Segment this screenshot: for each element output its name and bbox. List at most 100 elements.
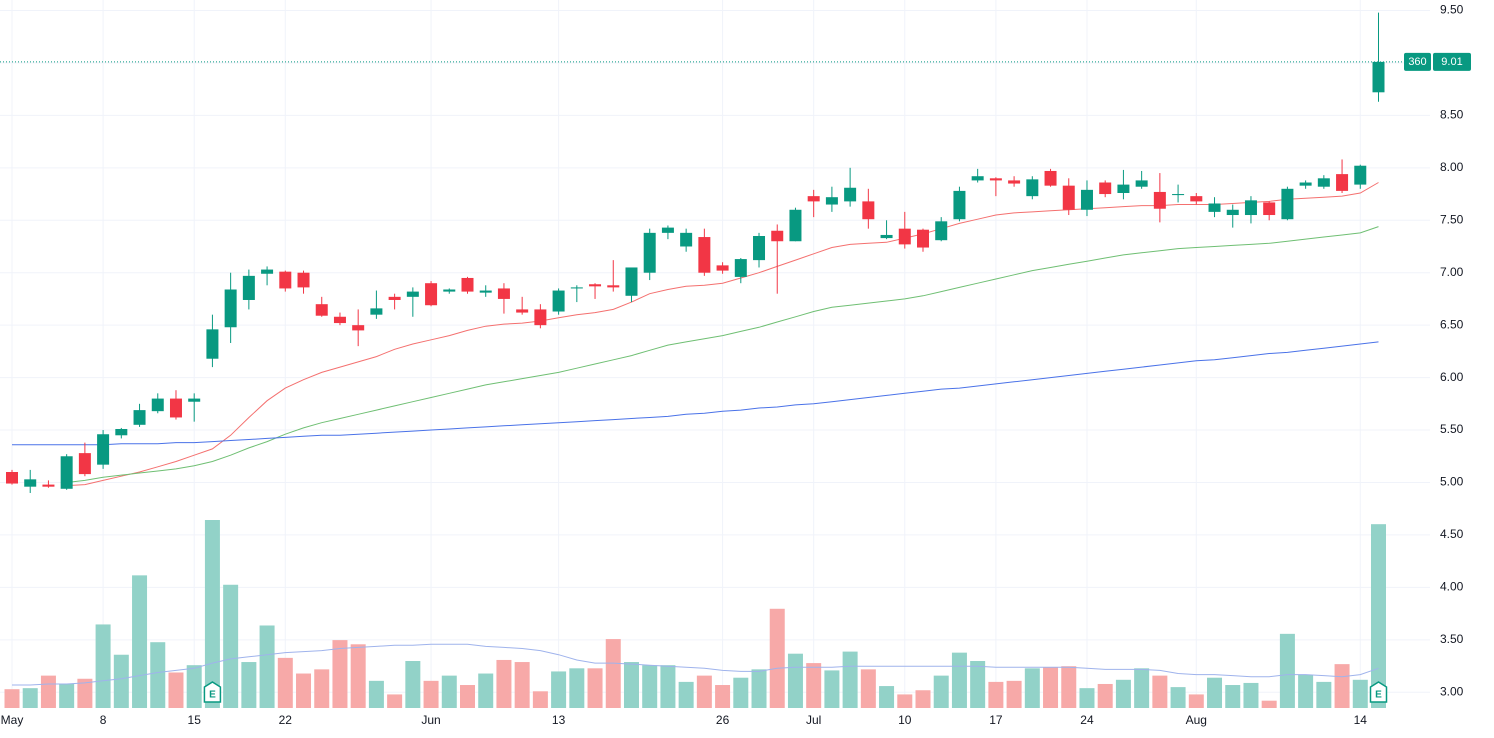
- candle-body: [1135, 180, 1148, 187]
- volume-bar: [569, 668, 585, 708]
- volume-bar: [22, 688, 38, 708]
- volume-bar: [1334, 664, 1350, 708]
- y-tick-label: 3.00: [1440, 684, 1464, 698]
- volume-bar: [733, 677, 749, 708]
- volume-bar: [1188, 694, 1204, 708]
- candle-body: [1099, 182, 1112, 195]
- x-tick-label: 8: [100, 713, 107, 727]
- x-tick-label: 15: [188, 713, 202, 727]
- x-tick-label: 17: [989, 713, 1003, 727]
- candle-body: [497, 288, 510, 299]
- candle-body: [917, 229, 929, 248]
- volume-bar: [879, 686, 895, 708]
- candle-body: [989, 178, 1002, 181]
- volume-bar: [897, 694, 913, 708]
- candle-body: [6, 472, 18, 484]
- candle-body: [1153, 191, 1166, 209]
- volume-bar: [1079, 688, 1095, 708]
- y-tick-label: 3.50: [1440, 632, 1464, 646]
- earnings-marker: E: [1369, 681, 1388, 703]
- candle-body: [261, 269, 274, 274]
- volume-bar: [514, 662, 530, 708]
- volume-bar: [1134, 668, 1150, 708]
- candle-body: [461, 277, 474, 292]
- candle-body: [115, 428, 128, 436]
- volume-bar: [696, 675, 712, 708]
- volume-bar: [1352, 679, 1368, 708]
- candle-body: [97, 434, 110, 465]
- x-tick-label: 24: [1080, 713, 1094, 727]
- volume-bar: [132, 575, 148, 708]
- volume-bar: [496, 659, 512, 708]
- candle-body: [1062, 185, 1075, 210]
- volume-bar: [332, 640, 348, 708]
- candle-body: [661, 227, 674, 233]
- volume-bar: [241, 662, 257, 708]
- y-tick-label: 9.50: [1440, 3, 1464, 17]
- candle-body: [443, 289, 456, 292]
- volume-bar: [314, 669, 330, 708]
- candle-body: [425, 283, 438, 306]
- candle-body: [206, 329, 219, 359]
- countdown-badge: [1404, 52, 1431, 71]
- candle-body: [1244, 200, 1257, 216]
- candle-body: [1190, 196, 1203, 202]
- volume-bar: [204, 520, 220, 708]
- x-tick-label: Aug: [1186, 713, 1207, 727]
- candle-body: [479, 290, 492, 293]
- volume-bar: [605, 639, 621, 708]
- candle-body: [753, 236, 766, 261]
- volume-bar: [223, 584, 239, 708]
- candle-body: [552, 290, 565, 312]
- volume-bar: [660, 665, 676, 708]
- volume-bar: [1371, 524, 1386, 708]
- volume-bar: [113, 654, 129, 708]
- candle-body: [516, 309, 529, 313]
- candle-body: [1008, 180, 1021, 184]
- volume-bar: [95, 624, 111, 708]
- volume-bar: [1170, 687, 1186, 708]
- candle-body: [1117, 184, 1130, 193]
- candle-body: [1226, 209, 1239, 216]
- volume-bar: [787, 653, 803, 708]
- volume-bar: [623, 662, 639, 708]
- price-badge: [1433, 52, 1471, 71]
- candle-body: [680, 232, 693, 247]
- candle-body: [242, 275, 255, 300]
- candle-body: [188, 398, 201, 402]
- volume-bar: [1115, 679, 1131, 708]
- candle-body: [388, 296, 401, 300]
- volume-bar: [77, 678, 93, 708]
- x-tick-label: 13: [552, 713, 566, 727]
- candle-body: [352, 325, 365, 331]
- x-tick-label: 14: [1354, 713, 1368, 727]
- volume-bar: [751, 669, 767, 708]
- y-tick-label: 6.50: [1440, 317, 1464, 331]
- candle-body: [734, 259, 747, 277]
- volume-bar: [1043, 667, 1059, 708]
- candle-body: [844, 187, 857, 202]
- x-tick-label: Jun: [421, 713, 440, 727]
- candle-body: [1372, 61, 1385, 93]
- candle-body: [224, 289, 237, 328]
- volume-bar: [59, 683, 75, 708]
- candle-body: [133, 410, 146, 425]
- volume-bar: [350, 644, 366, 708]
- volume-bar: [1207, 677, 1223, 708]
- volume-bar: [387, 694, 403, 708]
- countdown-label: 360: [1408, 56, 1426, 68]
- candle-body: [315, 304, 328, 316]
- candle-body: [625, 267, 638, 296]
- volume-bar: [1261, 700, 1277, 708]
- candle-body: [279, 271, 292, 289]
- candle-body: [1172, 194, 1185, 196]
- volume-ma-line: [12, 643, 1379, 686]
- candle-body: [880, 234, 893, 239]
- volume-bar: [460, 685, 475, 708]
- plot: [0, 0, 1430, 708]
- volume-bar: [4, 689, 20, 708]
- candle-body: [607, 285, 620, 288]
- x-tick-label: 26: [716, 713, 730, 727]
- volume-bar: [715, 685, 731, 708]
